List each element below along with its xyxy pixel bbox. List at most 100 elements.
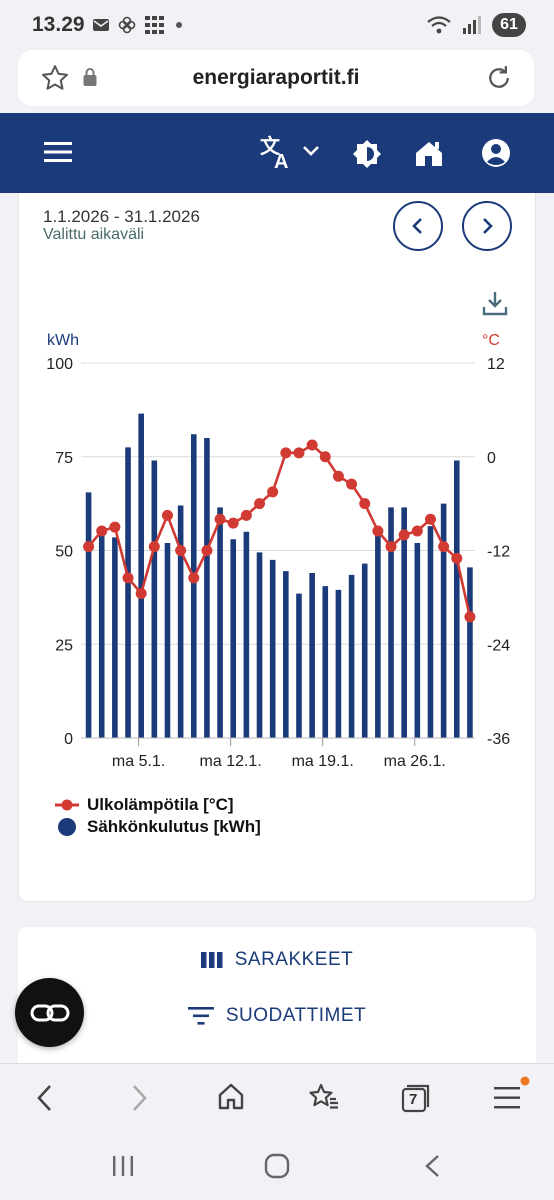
temperature-point <box>464 611 476 623</box>
theme-icon[interactable] <box>352 139 382 169</box>
menu-icon[interactable] <box>44 141 72 163</box>
browser-menu-button[interactable] <box>494 1076 530 1114</box>
download-icon[interactable] <box>481 289 509 317</box>
left-tick-label: 75 <box>55 450 73 467</box>
legend-item-temperature[interactable]: Ulkolämpötila [°C] <box>55 794 261 816</box>
back-icon[interactable] <box>34 1082 56 1114</box>
date-range-label: Valittu aikaväli <box>43 226 145 243</box>
system-navigation-bar <box>0 1133 554 1200</box>
calendar-grid-icon <box>145 16 164 34</box>
reload-icon[interactable] <box>484 63 514 93</box>
right-tick-label: -36 <box>487 731 510 748</box>
temperature-point <box>398 529 410 541</box>
date-range: 1.1.2026 - 31.1.2026 <box>43 207 200 226</box>
energy-chart: 100 12 75 0 50 -12 25 -24 0 -36 kWh °C ma 5.1. ma 12.… <box>46 332 510 770</box>
svg-text:文: 文 <box>260 135 281 158</box>
temperature-point <box>96 525 108 537</box>
tabs-icon <box>401 1084 430 1113</box>
right-tick-label: -12 <box>487 544 510 561</box>
legend-bar-marker-icon <box>58 818 76 836</box>
left-tick-label: 50 <box>55 544 73 561</box>
consumption-bar <box>467 567 473 738</box>
consumption-bar <box>309 573 315 738</box>
forward-icon[interactable] <box>128 1082 150 1114</box>
recent-apps-icon[interactable] <box>110 1153 136 1179</box>
next-period-button[interactable] <box>462 201 512 251</box>
x-tick-label: ma 12.1. <box>200 753 262 770</box>
home-icon[interactable] <box>414 139 444 167</box>
previous-period-button[interactable] <box>393 201 443 251</box>
consumption-bar <box>388 507 394 738</box>
tabs-button[interactable]: 7 <box>400 1084 430 1114</box>
star-icon[interactable] <box>40 63 70 93</box>
consumption-bar <box>375 528 381 738</box>
temperature-point <box>175 545 187 556</box>
consumption-bar <box>322 586 329 738</box>
url-text: energiaraportit.fi <box>192 66 360 89</box>
home-browser-icon[interactable] <box>216 1082 246 1112</box>
notification-dot-icon <box>520 1076 530 1086</box>
consumption-bar <box>204 438 210 738</box>
consumption-bar <box>125 447 131 738</box>
legend-item-consumption[interactable]: Sähkönkulutus [kWh] <box>55 816 261 838</box>
lock-icon <box>83 68 97 86</box>
left-tick-label: 100 <box>46 356 73 373</box>
consumption-bar <box>164 543 171 738</box>
temperature-point <box>424 513 436 525</box>
table-actions-card: SARAKKEET SUODATTIMET <box>18 927 536 1063</box>
legend-label-temperature: Ulkolämpötila [°C] <box>87 795 234 814</box>
app-header: 文 A <box>0 113 554 193</box>
temperature-point <box>227 517 239 529</box>
filters-button[interactable]: SUODATTIMET <box>18 1005 536 1027</box>
temperature-point <box>135 587 147 599</box>
filters-label: SUODATTIMET <box>225 1005 367 1026</box>
svg-text:A: A <box>274 151 288 171</box>
x-tick-label: ma 19.1. <box>292 753 354 770</box>
columns-button[interactable]: SARAKKEET <box>18 949 536 971</box>
consumption-bar <box>296 593 302 738</box>
link-icon <box>30 1004 69 1021</box>
consumption-bar <box>427 526 434 738</box>
temperature-point <box>109 521 121 533</box>
temperature-point <box>346 478 358 490</box>
consumption-bar <box>453 460 460 738</box>
address-bar[interactable]: energiaraportit.fi <box>18 50 534 106</box>
consumption-bar <box>440 503 447 738</box>
temperature-point <box>214 513 226 525</box>
tab-count: 7 <box>409 1091 418 1108</box>
chevron-down-icon[interactable] <box>302 145 320 157</box>
floating-link-button[interactable] <box>15 978 84 1047</box>
temperature-point <box>372 525 384 537</box>
temperature-point <box>254 498 266 510</box>
bookmarks-icon[interactable] <box>308 1082 340 1112</box>
temperature-point <box>161 509 173 521</box>
temperature-point <box>83 541 95 553</box>
right-tick-label: 12 <box>487 356 505 373</box>
consumption-bar <box>348 574 355 738</box>
signal-icon <box>463 16 481 34</box>
temperature-point <box>122 572 134 584</box>
consumption-bar <box>335 589 342 738</box>
consumption-bar <box>85 492 92 738</box>
left-axis-label: kWh <box>47 332 79 349</box>
consumption-bar <box>256 552 263 738</box>
translate-icon[interactable]: 文 A <box>260 135 296 171</box>
legend-line-marker-icon <box>55 799 79 811</box>
consumption-bar <box>112 537 118 738</box>
mail-icon <box>93 19 109 31</box>
columns-label: SARAKKEET <box>234 949 354 970</box>
home-button-icon[interactable] <box>264 1153 290 1179</box>
chart-legend: Ulkolämpötila [°C] Sähkönkulutus [kWh] <box>55 794 261 838</box>
temperature-point <box>319 451 331 463</box>
consumption-bar <box>177 505 184 738</box>
account-icon[interactable] <box>481 138 511 168</box>
x-tick-label: ma 5.1. <box>112 753 165 770</box>
status-time: 13.29 <box>32 13 85 36</box>
temperature-point <box>385 541 397 553</box>
chevron-left-icon <box>412 218 422 234</box>
system-back-icon[interactable] <box>420 1153 446 1179</box>
temperature-point <box>240 509 252 521</box>
consumption-bar <box>414 543 421 738</box>
temperature-point <box>267 486 279 498</box>
x-tick-label: ma 26.1. <box>384 753 446 770</box>
